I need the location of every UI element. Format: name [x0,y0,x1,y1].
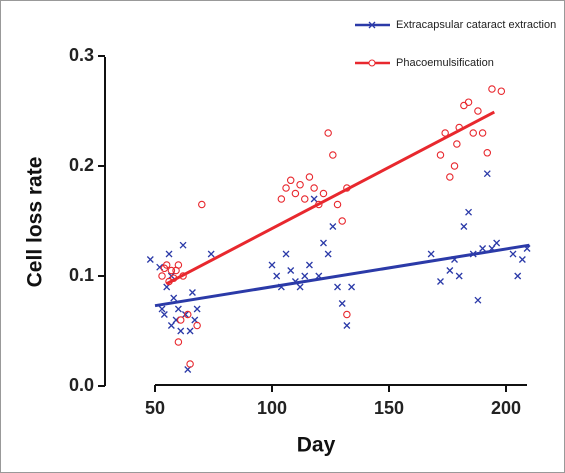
point [343,310,351,319]
point [474,107,482,115]
point [170,294,178,302]
point [296,180,304,189]
legend-label: Extracapsular cataract extraction [396,19,556,31]
point [465,208,473,216]
point [479,245,487,252]
point [160,311,168,318]
fit-line [154,243,530,308]
point [509,250,517,258]
point [198,200,206,209]
point [305,173,314,181]
point [282,250,290,258]
point [483,170,491,178]
point [460,223,468,230]
point [446,173,454,181]
point [450,162,459,170]
point [320,239,327,247]
point [184,310,192,319]
point [488,85,496,93]
y-tick-label: 0.1 [69,265,94,285]
point [291,189,300,198]
x-tick-label: 50 [145,398,165,418]
point [193,305,201,313]
point [158,305,166,313]
point [436,151,445,159]
point [324,129,332,137]
point [207,250,215,258]
point [193,321,201,330]
point [301,195,309,203]
point [338,300,346,307]
point [329,223,337,230]
point [176,316,185,324]
point [186,327,194,335]
point [338,217,346,225]
point [305,261,313,269]
point [497,87,506,95]
point [165,250,173,258]
point [348,283,356,291]
point [343,322,351,329]
y-axis-title: Cell loss rate [24,157,47,288]
y-tick-label: 0.0 [69,375,94,395]
point [427,250,435,258]
point [268,261,276,269]
point [174,261,183,269]
point [453,140,461,148]
point [334,283,341,291]
point [177,327,185,335]
point [186,360,194,368]
point [158,272,166,280]
point [188,289,196,296]
point [167,322,175,329]
point [493,239,501,247]
x-tick-label: 150 [374,398,404,418]
x-tick-label: 100 [257,398,287,418]
point [310,184,318,192]
legend-marker [368,59,376,67]
point [518,256,526,263]
point [324,250,332,258]
y-tick-label: 0.2 [69,155,94,175]
point [286,176,295,185]
point [437,278,444,285]
fit-line [166,110,495,286]
point [174,305,182,313]
point [282,184,290,192]
x-axis-title: Day [297,434,336,457]
point [333,200,342,209]
point [179,241,187,249]
point [464,98,473,106]
point [273,272,281,280]
legend-label: Phacoemulsification [396,57,494,69]
point [174,338,183,346]
point [514,272,522,280]
point [310,195,318,203]
point [469,129,477,137]
point [474,296,482,304]
point [287,267,295,274]
point [455,272,463,280]
point [329,151,337,159]
point [483,149,492,157]
point [478,129,487,137]
x-tick-label: 200 [491,398,521,418]
point [146,256,154,263]
point [277,195,286,203]
point [162,261,171,269]
point [301,272,309,280]
legend-marker [368,21,376,29]
point [319,189,328,198]
point [446,267,454,274]
point [167,266,176,275]
y-tick-label: 0.3 [69,45,94,65]
point [181,311,189,318]
point [296,283,304,291]
